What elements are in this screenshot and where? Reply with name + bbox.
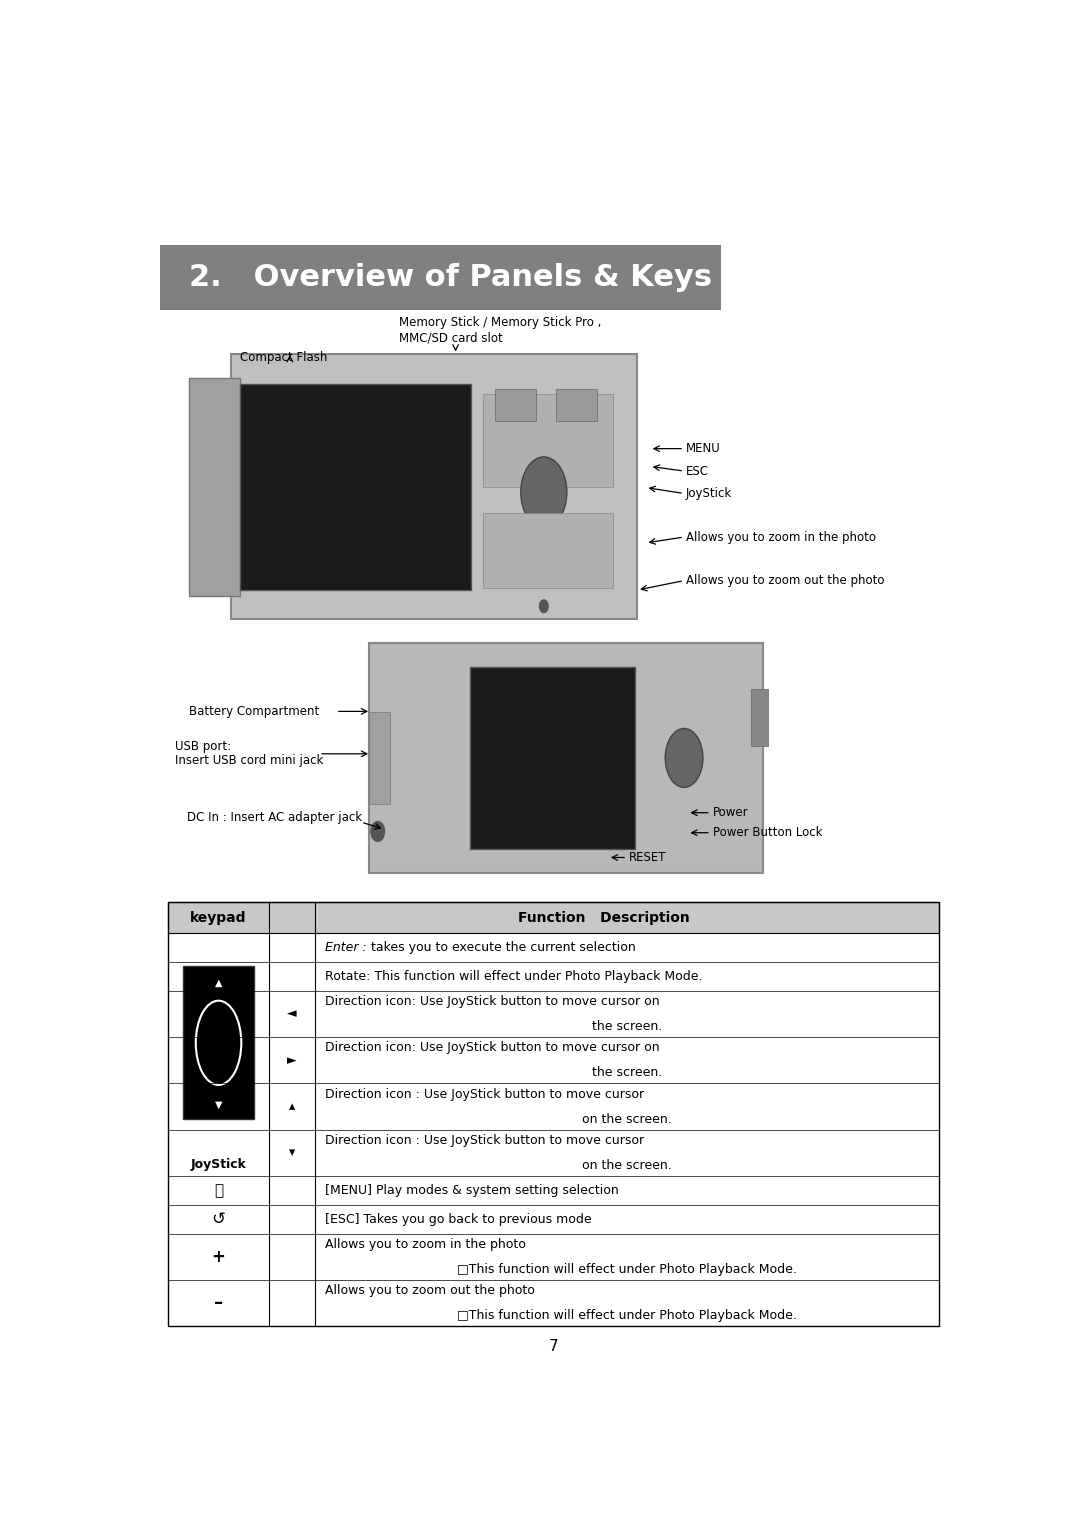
Text: ▲: ▲ (215, 978, 222, 988)
Text: Insert USB cord mini jack: Insert USB cord mini jack (175, 754, 324, 768)
Bar (470, 667, 635, 849)
Text: 📖: 📖 (214, 1183, 224, 1198)
Text: USB port:: USB port: (175, 741, 231, 753)
Bar (168, 903, 939, 933)
Text: Power Button Lock: Power Button Lock (713, 826, 822, 840)
Text: the screen.: the screen. (592, 1021, 662, 1033)
Text: ▾: ▾ (288, 1146, 295, 1160)
Text: keypad: keypad (190, 910, 247, 924)
Bar (483, 514, 612, 588)
Text: the screen.: the screen. (592, 1066, 662, 1079)
Text: 2.   Overview of Panels & Keys: 2. Overview of Panels & Keys (189, 263, 713, 292)
Text: Memory Stick / Memory Stick Pro ,: Memory Stick / Memory Stick Pro , (399, 317, 602, 329)
Bar (369, 711, 390, 803)
Text: –: – (214, 1294, 224, 1313)
Bar (556, 389, 596, 421)
Text: [MENU] Play modes & system setting selection: [MENU] Play modes & system setting selec… (325, 1184, 619, 1196)
Text: □This function will effect under Photo Playback Mode.: □This function will effect under Photo P… (457, 1262, 797, 1276)
Text: RESET: RESET (629, 851, 666, 864)
Text: Direction icon: Use JoyStick button to move cursor on: Direction icon: Use JoyStick button to m… (325, 1042, 660, 1054)
Text: Allows you to zoom out the photo: Allows you to zoom out the photo (325, 1284, 535, 1297)
Text: Direction icon : Use JoyStick button to move cursor: Direction icon : Use JoyStick button to … (325, 1088, 644, 1100)
Text: Allows you to zoom in the photo: Allows you to zoom in the photo (325, 1238, 526, 1252)
Text: JoyStick: JoyStick (686, 487, 732, 500)
Bar (240, 384, 471, 591)
Bar (189, 378, 240, 595)
Bar (483, 395, 612, 487)
Text: MMC/SD card slot: MMC/SD card slot (399, 332, 502, 344)
Text: Enter :: Enter : (325, 941, 370, 955)
Text: Rotate: This function will effect under Photo Playback Mode.: Rotate: This function will effect under … (325, 970, 702, 982)
Text: JoyStick: JoyStick (190, 1158, 246, 1170)
Bar (369, 643, 762, 872)
Text: Compact Flash: Compact Flash (240, 352, 327, 364)
Ellipse shape (665, 728, 703, 788)
Text: Function   Description: Function Description (517, 910, 689, 924)
Text: ◄: ◄ (287, 1007, 297, 1021)
Ellipse shape (539, 600, 549, 614)
Text: ↺: ↺ (212, 1210, 226, 1229)
Text: ▴: ▴ (288, 1100, 295, 1114)
Bar (751, 688, 768, 747)
Bar (495, 389, 536, 421)
Ellipse shape (370, 820, 386, 842)
Bar (168, 903, 939, 1327)
Text: 7: 7 (549, 1339, 558, 1354)
Ellipse shape (521, 457, 567, 528)
Bar (231, 355, 637, 620)
Text: ►: ► (287, 1054, 297, 1066)
Text: Direction icon: Use JoyStick button to move cursor on: Direction icon: Use JoyStick button to m… (325, 994, 660, 1008)
Text: MENU: MENU (686, 442, 720, 454)
Text: ESC: ESC (686, 465, 708, 477)
Bar (184, 967, 254, 1120)
Text: Direction icon : Use JoyStick button to move cursor: Direction icon : Use JoyStick button to … (325, 1134, 644, 1148)
Text: DC In : Insert AC adapter jack: DC In : Insert AC adapter jack (187, 811, 362, 825)
Text: on the screen.: on the screen. (582, 1158, 672, 1172)
Text: [ESC] Takes you go back to previous mode: [ESC] Takes you go back to previous mode (325, 1213, 592, 1226)
Text: ▼: ▼ (215, 1100, 222, 1111)
Text: Power: Power (713, 806, 748, 819)
Text: +: + (212, 1248, 226, 1265)
Text: Allows you to zoom out the photo: Allows you to zoom out the photo (686, 574, 885, 588)
Bar (160, 245, 721, 309)
Text: Battery Compartment: Battery Compartment (189, 705, 320, 718)
Text: Allows you to zoom in the photo: Allows you to zoom in the photo (686, 531, 876, 543)
Text: on the screen.: on the screen. (582, 1112, 672, 1126)
Text: takes you to execute the current selection: takes you to execute the current selecti… (370, 941, 636, 955)
Text: □This function will effect under Photo Playback Mode.: □This function will effect under Photo P… (457, 1310, 797, 1322)
